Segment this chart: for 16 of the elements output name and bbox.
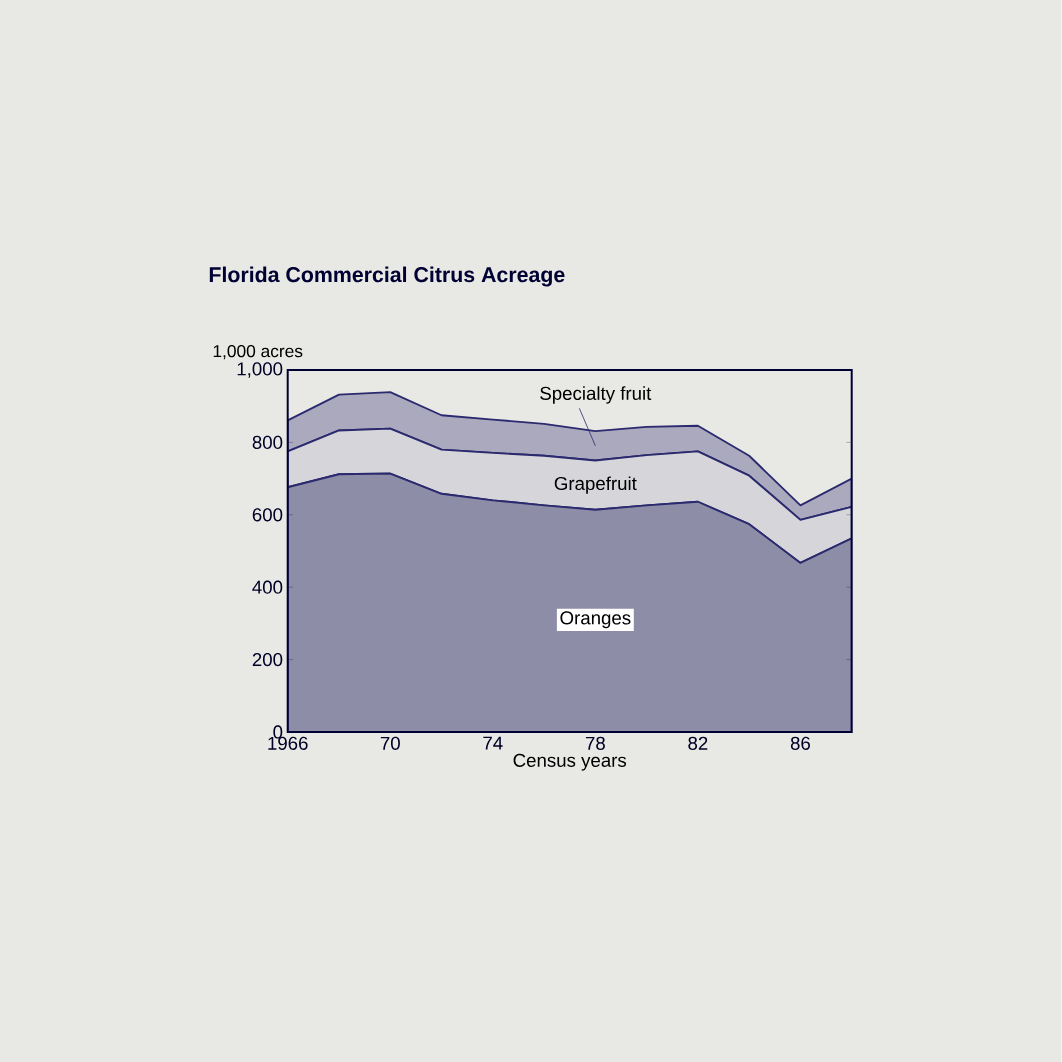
y-tick-label: 600 xyxy=(252,508,283,522)
series-label: Grapefruit xyxy=(554,476,637,494)
x-tick-label: 82 xyxy=(688,736,708,750)
y-tick-label: 400 xyxy=(252,580,283,594)
y-tick-label: 800 xyxy=(252,435,283,449)
x-tick-label: 86 xyxy=(791,736,811,750)
x-tick-label: 70 xyxy=(380,736,401,750)
x-axis-title: Census years xyxy=(513,753,627,771)
chart-title: Florida Commercial Citrus Acreage xyxy=(209,266,565,287)
x-tick-label: 74 xyxy=(483,736,503,750)
series-label: Specialty fruit xyxy=(540,386,652,404)
series-label: Oranges xyxy=(560,611,631,629)
y-tick-label: 1,000 xyxy=(237,362,283,378)
y-axis-title: 1,000 acres xyxy=(213,344,303,360)
y-tick-label: 200 xyxy=(252,652,283,667)
x-tick-label: 78 xyxy=(586,736,606,750)
